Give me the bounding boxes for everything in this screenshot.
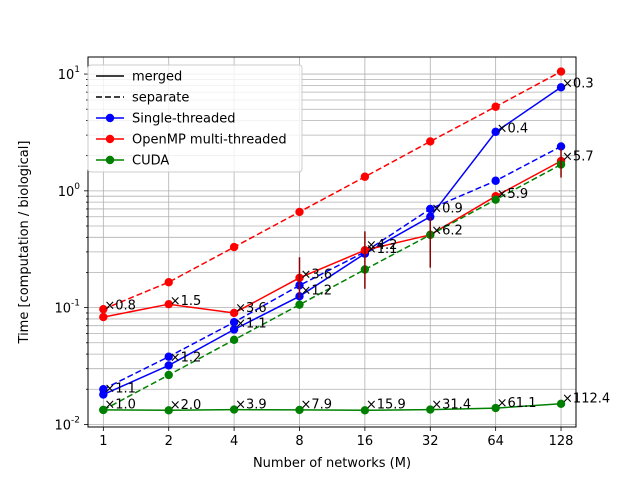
data-point: [229, 335, 239, 345]
plot-frame: [87, 56, 577, 428]
ratio-annotation: ×0.8: [104, 299, 136, 314]
data-point: [99, 304, 108, 314]
legend-entry-label: separate: [132, 91, 189, 106]
data-point: [99, 312, 108, 322]
ratio-annotation: ×31.4: [431, 397, 471, 412]
annotation-layer: ×0.8 ×1.5 ×3.6 ×3.6 ×4.2 ×6.2 ×5.9 ×5.7 ×1.2 ×1.1…: [104, 76, 610, 413]
x-tick-label: 16: [357, 434, 374, 449]
data-point: [99, 405, 108, 415]
x-tick-label: 4: [230, 434, 238, 449]
ratio-annotation: ×3.6: [300, 267, 332, 282]
legend-swatch-marker: [105, 134, 115, 144]
x-tick-label: 32: [422, 434, 439, 449]
data-point: [229, 405, 239, 414]
data-point: [164, 278, 173, 287]
ratio-annotation: ×112.4: [562, 392, 610, 407]
ratio-annotation: ×1.1: [104, 382, 136, 397]
series-line: [103, 70, 562, 310]
ratio-annotation: ×0.9: [431, 201, 463, 216]
data-point: [164, 352, 173, 361]
data-point: [164, 299, 173, 309]
data-point: [164, 406, 173, 415]
y-axis-label: Time [computation / biological]: [17, 141, 32, 345]
ratio-annotation: ×1.2: [170, 350, 202, 365]
data-point: [164, 370, 173, 380]
data-point: [491, 403, 500, 413]
data-point: [295, 405, 304, 415]
ratio-annotation: ×1.1: [366, 242, 398, 257]
series-line: [102, 86, 562, 396]
ratio-annotation: ×0.3: [562, 76, 594, 91]
data-point: [491, 195, 500, 204]
ratio-annotation: ×5.9: [497, 187, 529, 202]
data-point: [99, 385, 108, 394]
data-point: [229, 242, 239, 252]
ratio-annotation: ×1.2: [300, 283, 332, 298]
data-point: [491, 176, 500, 185]
ratio-annotation: ×1.5: [170, 294, 202, 309]
data-point: [556, 142, 566, 151]
x-tick-label: 128: [549, 434, 574, 449]
legend-entry-label: OpenMP multi-threaded: [132, 133, 287, 148]
ratio-annotation: ×1.1: [235, 317, 267, 332]
data-point: [556, 83, 566, 92]
legend-swatch-marker: [105, 113, 115, 123]
data-point: [164, 361, 173, 370]
x-tick-label: 8: [295, 434, 303, 449]
data-point: [426, 137, 435, 146]
x-tick-label: 64: [487, 434, 504, 449]
data-point: [360, 172, 370, 181]
data-point: [229, 325, 239, 334]
ratio-annotation: ×2.0: [170, 398, 202, 413]
legend-entry-label: merged: [132, 70, 182, 85]
ratio-annotation: ×7.9: [300, 397, 332, 412]
data-point: [360, 406, 370, 415]
data-point: [491, 102, 500, 111]
ratio-annotation: ×15.9: [366, 398, 406, 413]
legend-entry-label: Single-threaded: [132, 112, 236, 127]
series-line: [103, 160, 562, 318]
data-point: [556, 67, 566, 76]
errorbar-layer: [298, 148, 562, 299]
ratio-annotation: ×0.4: [497, 121, 529, 136]
ratio-annotation: ×3.9: [235, 397, 267, 412]
data-point: [491, 127, 500, 137]
legend: merged separate Single-threaded OpenMP mult…: [87, 64, 303, 173]
legend-box: [87, 64, 303, 173]
data-point: [229, 318, 239, 327]
data-point: [426, 204, 435, 214]
x-axis-label: Number of networks (M): [253, 456, 411, 471]
data-point: [295, 300, 304, 309]
ratio-annotation: ×6.2: [431, 223, 463, 238]
ratio-annotation: ×4.2: [366, 238, 398, 253]
series-line: [103, 403, 562, 412]
x-tick-label: 2: [165, 434, 173, 449]
data-point: [229, 308, 239, 318]
series-line: [102, 163, 562, 411]
data-point: [426, 405, 435, 414]
ratio-annotation: ×1.0: [104, 398, 136, 413]
series-line: [102, 145, 562, 390]
data-point: [556, 399, 566, 409]
ratio-annotation: ×5.7: [562, 149, 594, 164]
legend-entry-label: CUDA: [132, 154, 169, 169]
data-point: [295, 207, 304, 217]
legend-swatch-marker: [105, 155, 115, 165]
ratio-annotation: ×61.1: [497, 396, 537, 411]
ratio-annotation: ×3.6: [235, 301, 267, 316]
x-tick-label: 1: [99, 434, 107, 449]
